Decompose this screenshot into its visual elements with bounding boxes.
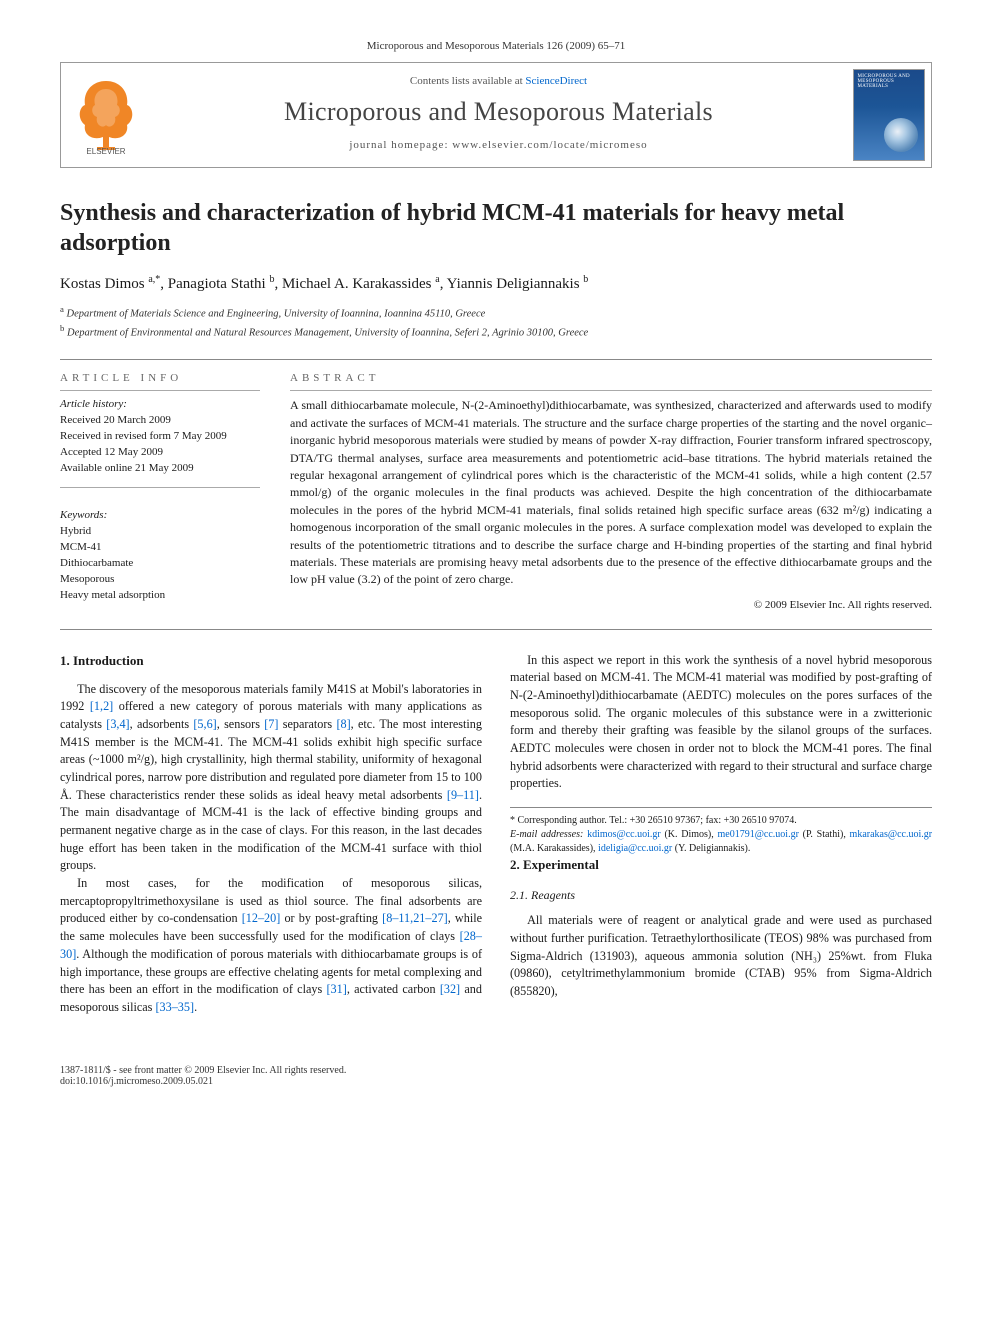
citation-link[interactable]: [1,2]	[90, 699, 113, 713]
journal-name: Microporous and Mesoporous Materials	[159, 97, 838, 127]
citation-link[interactable]: [31]	[327, 982, 347, 996]
citation-link[interactable]: [8]	[336, 717, 350, 731]
citation-link[interactable]: [7]	[264, 717, 278, 731]
article-history: Article history: Received 20 March 2009 …	[60, 391, 260, 477]
affiliations: a Department of Materials Science and En…	[60, 303, 932, 341]
article-info-label: ARTICLE INFO	[60, 364, 260, 390]
copyright-line: © 2009 Elsevier Inc. All rights reserved…	[290, 599, 932, 611]
abstract-label: ABSTRACT	[290, 364, 932, 390]
author-list: Kostas Dimos a,*, Panagiota Stathi b, Mi…	[60, 274, 932, 293]
contents-available: Contents lists available at ScienceDirec…	[159, 75, 838, 87]
article-body: 1. Introduction The discovery of the mes…	[60, 652, 932, 1017]
citation-link[interactable]: [5,6]	[193, 717, 216, 731]
running-citation: Microporous and Mesoporous Materials 126…	[60, 40, 932, 52]
publisher-name: ELSEVIER	[86, 147, 125, 155]
keywords: Keywords: Hybrid MCM-41 Dithiocarbamate …	[60, 502, 260, 604]
journal-cover-thumbnail: MICROPOROUS AND MESOPOROUS MATERIALS	[853, 69, 925, 161]
page-footer: 1387-1811/$ - see front matter © 2009 El…	[0, 1065, 992, 1107]
citation-link[interactable]: [12–20]	[242, 911, 281, 925]
footnotes: * Corresponding author. Tel.: +30 26510 …	[510, 807, 932, 856]
email-link[interactable]: ideligia@cc.uoi.gr	[598, 843, 672, 854]
journal-homepage: journal homepage: www.elsevier.com/locat…	[159, 139, 838, 151]
email-link[interactable]: me01791@cc.uoi.gr	[717, 829, 798, 840]
citation-link[interactable]: [9–11]	[447, 788, 479, 802]
publisher-logo: ELSEVIER	[61, 63, 151, 167]
citation-link[interactable]: [3,4]	[106, 717, 129, 731]
citation-link[interactable]: [8–11,21–27]	[382, 911, 448, 925]
abstract-text: A small dithiocarbamate molecule, N-(2-A…	[290, 391, 932, 588]
citation-link[interactable]: [32]	[440, 982, 460, 996]
section-heading-introduction: 1. Introduction	[60, 652, 482, 671]
email-link[interactable]: kdimos@cc.uoi.gr	[587, 829, 661, 840]
citation-link[interactable]: [33–35]	[155, 1000, 194, 1014]
journal-header: ELSEVIER Contents lists available at Sci…	[60, 62, 932, 168]
email-link[interactable]: mkarakas@cc.uoi.gr	[850, 829, 933, 840]
section-heading-experimental: 2. Experimental	[510, 856, 932, 875]
sciencedirect-link[interactable]: ScienceDirect	[525, 75, 587, 87]
subsection-heading-reagents: 2.1. Reagents	[510, 887, 932, 904]
article-title: Synthesis and characterization of hybrid…	[60, 198, 932, 258]
